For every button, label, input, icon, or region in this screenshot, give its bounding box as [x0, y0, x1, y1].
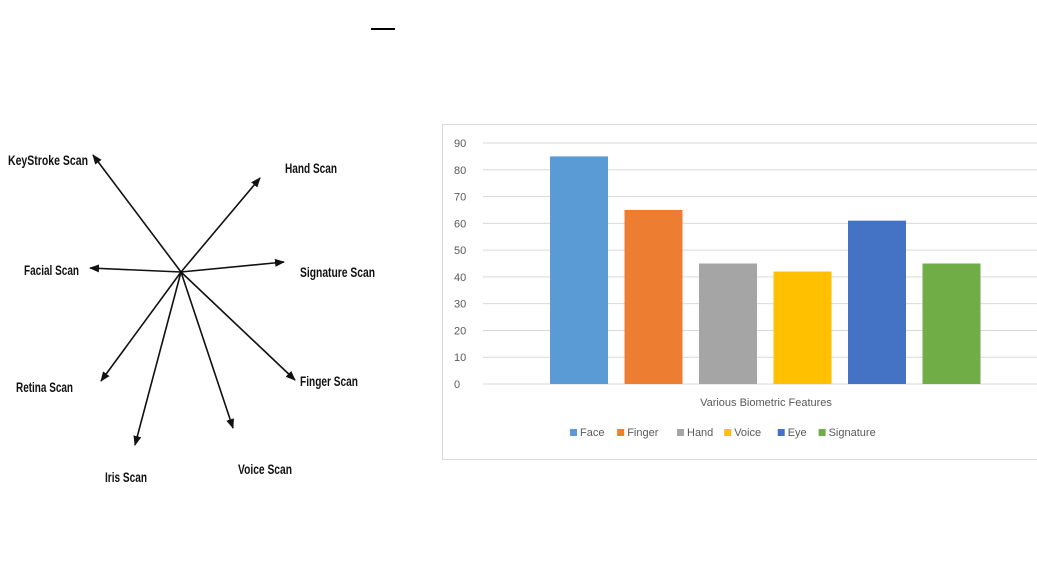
label-signature: Signature Scan [300, 265, 375, 280]
arrow-keystroke [92, 154, 182, 273]
legend-label-voice: Voice [734, 427, 761, 439]
legend-label-hand: Hand [687, 427, 713, 439]
y-tick-label: 50 [454, 245, 466, 257]
arrow-finger [180, 271, 296, 381]
y-tick-label: 10 [454, 352, 466, 364]
legend-swatch-hand [677, 429, 684, 436]
arrow-voice [180, 271, 234, 429]
label-keystroke: KeyStroke Scan [8, 153, 88, 168]
legend-label-signature: Signature [829, 427, 876, 439]
label-retina: Retina Scan [16, 380, 73, 395]
legend-swatch-face [570, 429, 577, 436]
legend-swatch-finger [617, 429, 625, 436]
legend-label-eye: Eye [788, 427, 807, 439]
legend-swatch-eye [777, 429, 785, 436]
biometric-scan-diagram: KeyStroke Scan Hand Scan Facial Scan Sig… [8, 153, 375, 485]
bar-finger [624, 209, 683, 384]
y-tick-label: 0 [454, 379, 460, 391]
bar-face [550, 156, 608, 384]
legend-swatch-signature [818, 429, 826, 436]
label-hand: Hand Scan [285, 161, 337, 176]
y-tick-label: 60 [454, 218, 466, 230]
bar-chart: 0 10 20 30 40 50 60 70 80 90 Various Biometric Fe… [454, 138, 1037, 439]
label-voice: Voice Scan [238, 462, 292, 477]
y-tick-label: 70 [454, 192, 466, 204]
label-facial: Facial Scan [24, 263, 79, 278]
top-dash [371, 28, 395, 30]
y-tick-label: 80 [454, 165, 466, 177]
y-tick-label: 30 [454, 299, 466, 311]
label-iris: Iris Scan [105, 470, 147, 485]
legend-swatch-voice [724, 429, 732, 436]
arrow-signature [180, 258, 285, 273]
arrow-retina [100, 271, 182, 382]
x-axis-label: Various Biometric Features [700, 397, 832, 409]
arrow-facial [89, 264, 182, 273]
bar-eye [848, 220, 906, 384]
arrow-hand [180, 177, 261, 273]
bar-voice [773, 271, 832, 384]
legend-label-face: Face [580, 427, 604, 439]
arrow-iris [133, 271, 182, 446]
bar-hand [699, 263, 757, 384]
y-tick-label: 90 [454, 138, 466, 150]
bar-signature [922, 263, 981, 384]
y-tick-label: 40 [454, 272, 466, 284]
bar-chart-panel: 0 10 20 30 40 50 60 70 80 90 Various Biometric Fe… [442, 124, 1037, 460]
y-tick-label: 20 [454, 325, 466, 337]
label-finger: Finger Scan [300, 374, 358, 389]
legend-label-finger: Finger [627, 427, 659, 439]
